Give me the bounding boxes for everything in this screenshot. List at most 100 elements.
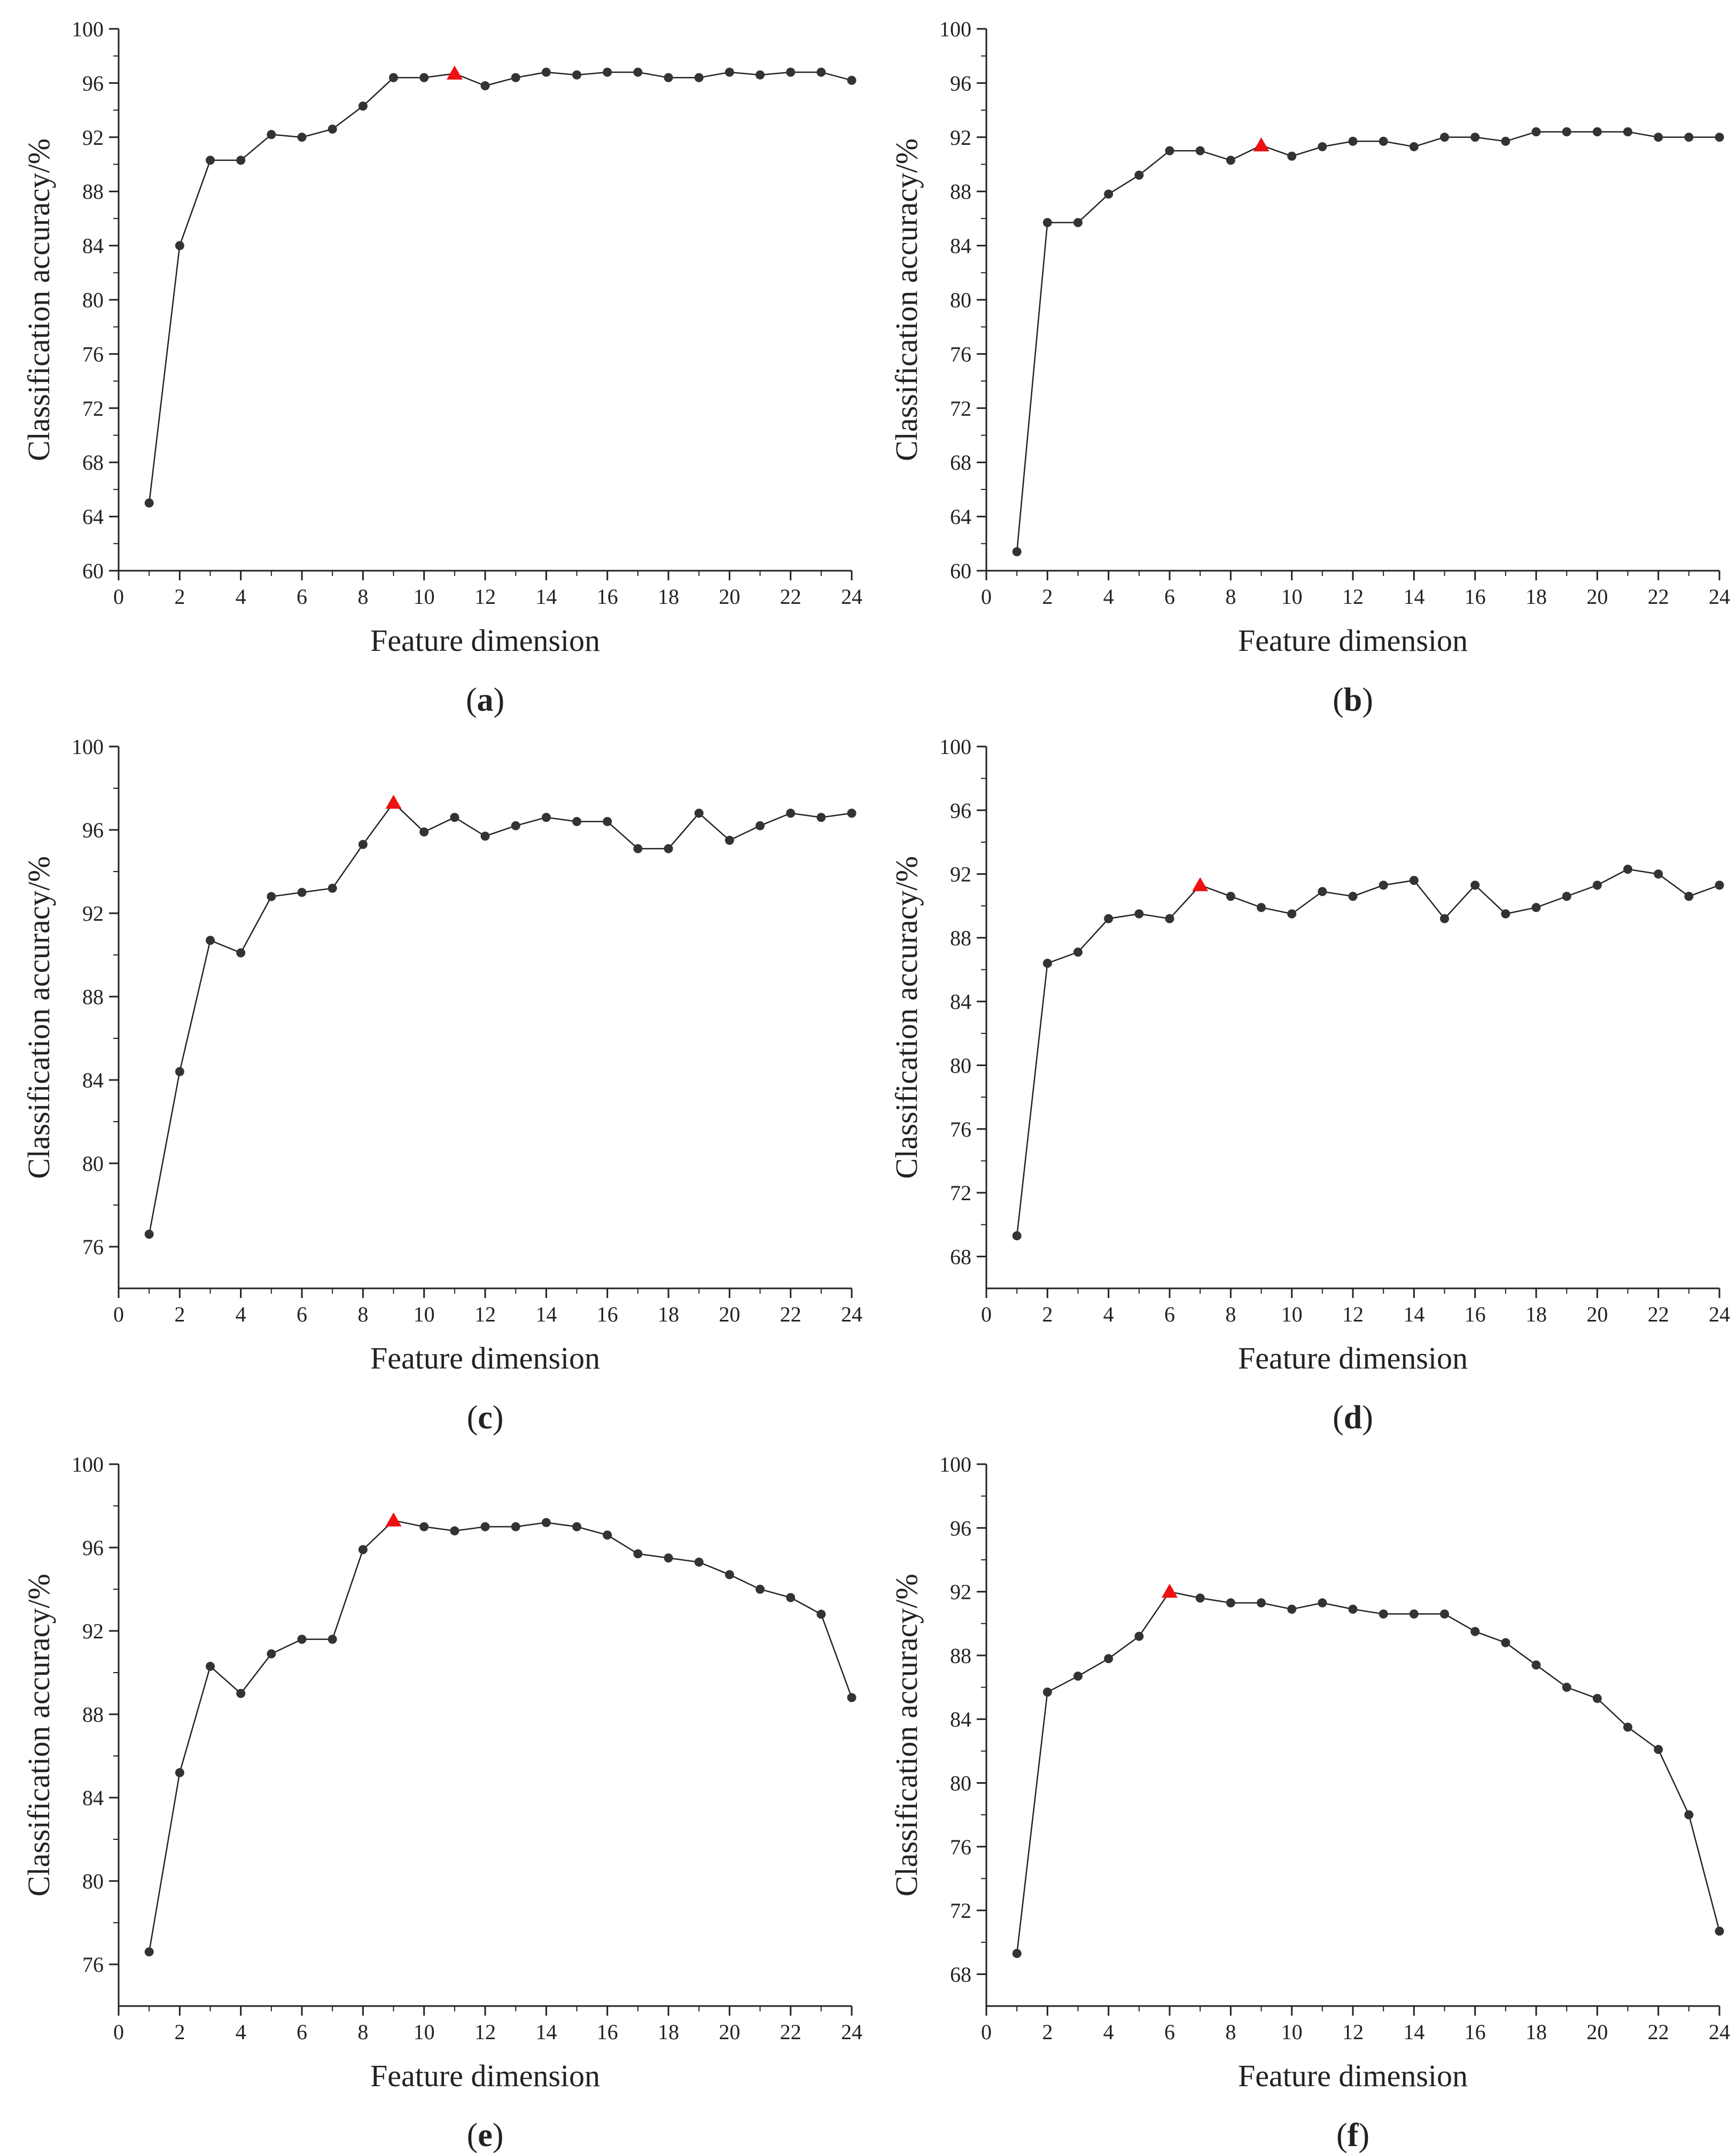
caption-letter: d bbox=[1344, 1400, 1362, 1436]
chart-panel-a: 60 64 68 72 76 80 84 88 92 96 100 0 2 4 6 8 10 12 14 16 18 20… bbox=[0, 0, 868, 718]
y-tick-label: 100 bbox=[72, 735, 104, 759]
x-tick-label: 6 bbox=[297, 2020, 307, 2044]
data-point bbox=[1623, 1722, 1632, 1732]
x-tick-label: 12 bbox=[474, 585, 496, 609]
series-line bbox=[1016, 868, 1720, 1236]
x-tick-label: 6 bbox=[1164, 1302, 1175, 1326]
data-point bbox=[328, 1635, 337, 1644]
data-point bbox=[1470, 133, 1480, 142]
x-tick-label: 4 bbox=[236, 2020, 246, 2044]
y-tick-label: 100 bbox=[72, 1452, 104, 1476]
data-point bbox=[1226, 1598, 1235, 1607]
x-tick-label: 2 bbox=[1042, 2020, 1053, 2044]
y-tick-label: 100 bbox=[939, 17, 971, 41]
y-tick-label: 84 bbox=[82, 1786, 104, 1810]
data-point bbox=[1531, 903, 1541, 912]
x-tick-label: 22 bbox=[1648, 585, 1669, 609]
caption-paren-open: ( bbox=[1333, 1400, 1344, 1436]
data-point bbox=[1715, 880, 1724, 890]
max-point-triangle bbox=[1253, 137, 1270, 152]
y-tick-label: 72 bbox=[950, 397, 971, 421]
y-tick-label: 60 bbox=[82, 559, 104, 583]
data-point bbox=[1654, 869, 1663, 879]
data-point bbox=[1042, 959, 1052, 968]
x-tick-label: 18 bbox=[658, 1302, 679, 1326]
caption-letter: c bbox=[478, 1400, 493, 1436]
y-tick-label: 92 bbox=[82, 901, 104, 926]
y-tick-label: 92 bbox=[82, 126, 104, 150]
data-point bbox=[144, 498, 154, 508]
data-point bbox=[816, 813, 826, 822]
data-point bbox=[725, 67, 734, 77]
data-point bbox=[603, 817, 612, 826]
x-tick-label: 10 bbox=[1281, 2020, 1303, 2044]
x-tick-label: 14 bbox=[1403, 1302, 1424, 1326]
x-tick-label: 20 bbox=[719, 2020, 740, 2044]
x-tick-label: 24 bbox=[1709, 2020, 1730, 2044]
x-tick-label: 20 bbox=[1586, 585, 1608, 609]
x-tick-label: 16 bbox=[1465, 1302, 1486, 1326]
max-point-triangle bbox=[385, 1512, 402, 1527]
data-point bbox=[633, 67, 643, 77]
data-point bbox=[1562, 1683, 1571, 1692]
data-point bbox=[328, 883, 337, 893]
y-tick-label: 92 bbox=[950, 862, 971, 887]
data-point bbox=[725, 836, 734, 845]
data-point bbox=[1379, 1609, 1388, 1619]
data-point bbox=[1012, 1231, 1022, 1241]
x-tick-label: 22 bbox=[780, 1302, 801, 1326]
x-tick-label: 12 bbox=[1342, 585, 1364, 609]
series-line bbox=[148, 71, 852, 503]
panel-caption: (f) bbox=[1336, 2117, 1369, 2153]
x-axis-title: Feature dimension bbox=[1238, 623, 1468, 658]
x-tick-label: 6 bbox=[1164, 2020, 1175, 2044]
x-tick-label: 10 bbox=[1281, 585, 1303, 609]
data-point bbox=[1562, 127, 1571, 137]
y-tick-label: 76 bbox=[950, 1835, 971, 1859]
data-point bbox=[756, 1584, 765, 1594]
data-point bbox=[725, 1570, 734, 1580]
y-tick-label: 68 bbox=[950, 1245, 971, 1269]
x-tick-label: 8 bbox=[357, 1302, 368, 1326]
caption-letter: e bbox=[478, 2117, 493, 2153]
series-line bbox=[1016, 1591, 1721, 1954]
y-tick-label: 76 bbox=[950, 342, 971, 366]
data-point bbox=[480, 831, 490, 841]
caption-paren-close: ) bbox=[493, 1400, 504, 1436]
x-tick-label: 4 bbox=[1103, 2020, 1114, 2044]
data-point bbox=[1531, 127, 1541, 137]
data-point bbox=[419, 827, 429, 837]
x-tick-label: 6 bbox=[297, 1302, 307, 1326]
data-point bbox=[1104, 1654, 1114, 1664]
data-point bbox=[1042, 218, 1052, 228]
data-point bbox=[1073, 947, 1083, 957]
x-tick-label: 24 bbox=[841, 1302, 862, 1326]
data-point bbox=[1592, 880, 1602, 890]
data-point bbox=[175, 1067, 184, 1076]
data-point bbox=[236, 1689, 246, 1698]
x-tick-label: 0 bbox=[113, 1302, 124, 1326]
x-tick-label: 18 bbox=[658, 2020, 679, 2044]
x-tick-label: 18 bbox=[658, 585, 679, 609]
x-tick-label: 0 bbox=[113, 585, 124, 609]
data-point bbox=[511, 1522, 520, 1532]
x-axis-title: Feature dimension bbox=[370, 623, 600, 658]
y-tick-label: 88 bbox=[82, 985, 104, 1009]
y-tick-label: 92 bbox=[82, 1619, 104, 1643]
data-point bbox=[603, 67, 612, 77]
x-tick-label: 24 bbox=[841, 585, 862, 609]
x-tick-label: 8 bbox=[357, 585, 368, 609]
y-tick-label: 76 bbox=[950, 1117, 971, 1141]
y-tick-label: 60 bbox=[950, 559, 971, 583]
x-tick-label: 2 bbox=[174, 585, 185, 609]
data-point bbox=[847, 809, 857, 818]
data-point bbox=[297, 133, 307, 142]
data-point bbox=[1104, 914, 1114, 923]
data-point bbox=[786, 1593, 796, 1603]
y-tick-label: 100 bbox=[939, 735, 971, 759]
data-point bbox=[297, 888, 307, 897]
y-tick-label: 92 bbox=[950, 1580, 971, 1604]
data-point bbox=[847, 1693, 857, 1703]
